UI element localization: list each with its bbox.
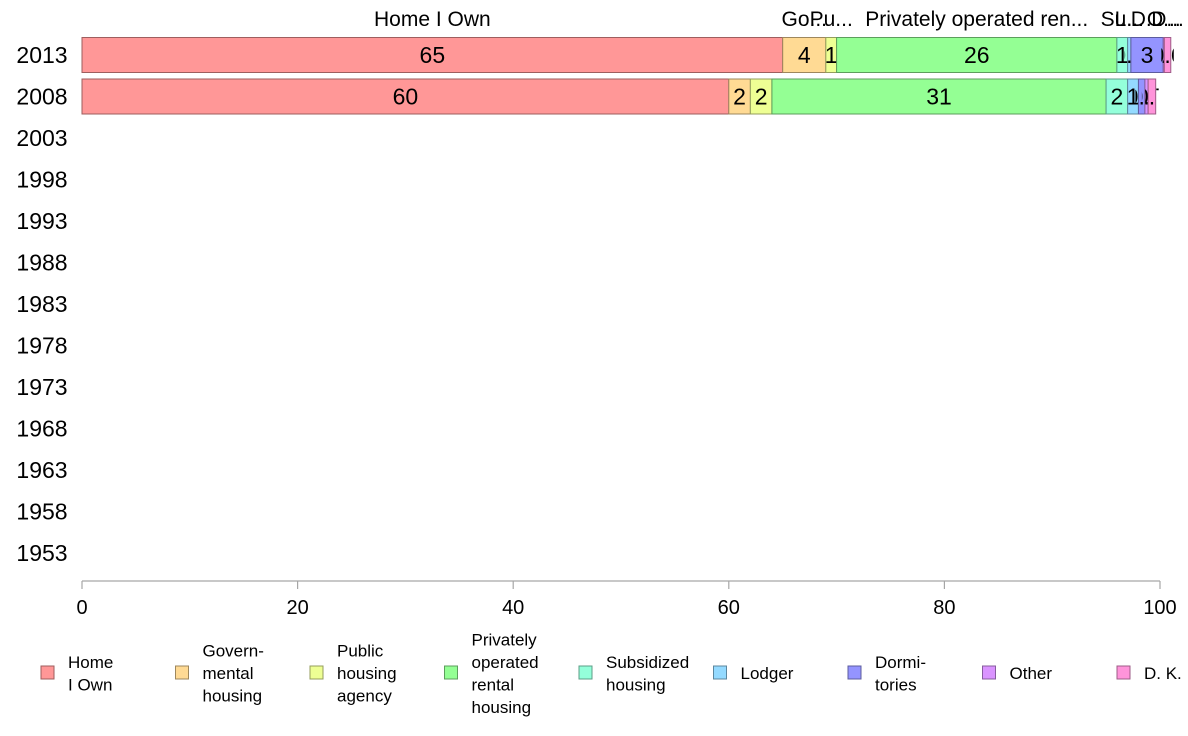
value-label: 2 <box>1110 84 1123 110</box>
x-tick-label: 40 <box>502 597 524 619</box>
segment-header-home: Home I Own <box>374 8 491 31</box>
year-label: 1988 <box>16 250 67 276</box>
legend-label: Home <box>68 653 113 672</box>
legend: Home I Own Govern-mental housing Public hous… <box>40 630 1182 717</box>
bar-segment-dk-2008 <box>1147 78 1157 115</box>
year-label: 1998 <box>16 167 67 193</box>
legend-item-oth: Other <box>982 664 1053 683</box>
legend-label: Privately <box>472 630 538 649</box>
segment-header-dor: D... <box>1131 8 1164 31</box>
x-tick-label: 60 <box>718 597 740 619</box>
legend-item-sub: Subsidized housing <box>578 653 689 694</box>
legend-swatch <box>847 665 862 680</box>
bar-segment-gov-2013 <box>782 37 827 73</box>
legend-label: housing <box>203 687 263 706</box>
legend-item-pub: Public housing agency <box>309 642 397 706</box>
value-label: 1 <box>1116 42 1129 68</box>
value-label: 60 <box>393 84 419 110</box>
legend-swatch <box>713 665 727 680</box>
bar-segment-dk-2013 <box>1163 37 1172 73</box>
legend-swatch <box>1116 665 1131 680</box>
legend-label: Subsidized <box>606 653 689 672</box>
year-label: 1978 <box>16 333 67 359</box>
year-label: 2013 <box>16 42 67 68</box>
segment-header-lod: L... <box>1115 8 1144 31</box>
year-label: 1983 <box>16 291 67 317</box>
year-label: 2003 <box>16 125 67 151</box>
value-label: 65 <box>420 42 446 68</box>
legend-label: Lodger <box>741 664 794 683</box>
bar-segment-priv-2008 <box>771 78 1107 115</box>
year-label: 1993 <box>16 208 67 234</box>
value-label: 4 <box>798 42 811 68</box>
legend-label: I Own <box>68 675 112 694</box>
segment-header-gov: Go... <box>781 8 827 31</box>
segment-header-dk: D... <box>1151 8 1184 31</box>
year-labels: 2013 2008 2003 1998 1993 1988 1983 1978 1973 1968… <box>16 42 67 566</box>
legend-label: mental <box>203 664 254 683</box>
legend-label: housing <box>472 698 532 717</box>
legend-label: Other <box>1010 664 1053 683</box>
legend-swatch <box>309 665 324 680</box>
year-label: 2008 <box>16 84 67 110</box>
x-tick-label: 100 <box>1143 597 1176 619</box>
segment-header-sub: Su... <box>1101 8 1144 31</box>
bar-segment-home-2013 <box>81 37 784 73</box>
year-label: 1968 <box>16 416 67 442</box>
segment-header-priv: Privately operated ren... <box>865 8 1088 31</box>
legend-item-home: Home I Own <box>40 653 113 694</box>
value-label: 0.3 <box>1113 42 1145 68</box>
bar-segment-priv-2013 <box>836 37 1118 73</box>
legend-label: Public <box>337 642 384 661</box>
value-label: 0.3 <box>1131 84 1163 110</box>
year-label: 1953 <box>16 540 67 566</box>
legend-label: agency <box>337 687 392 706</box>
legend-swatch <box>578 665 593 680</box>
value-label: 0.1 <box>1148 42 1180 68</box>
segment-header-pub: Pu... <box>810 8 853 31</box>
bars: 65 4 1 26 10.330.10.660 2 2 31 2 10.60.30.7 <box>81 37 1184 115</box>
legend-swatch <box>40 665 55 680</box>
legend-item-dk: D. K. <box>1116 664 1182 683</box>
year-label: 1958 <box>16 499 67 525</box>
value-label: 0.6 <box>1152 42 1184 68</box>
x-tick-label: 0 <box>76 597 87 619</box>
legend-swatch <box>175 665 189 680</box>
value-label: 2 <box>755 84 768 110</box>
value-label: 2 <box>733 84 746 110</box>
year-label: 1963 <box>16 457 67 483</box>
bar-segment-dor-2013 <box>1130 37 1164 73</box>
legend-item-dor: Dormi-tories <box>847 653 926 694</box>
value-label: 1 <box>1127 84 1140 110</box>
legend-label: housing <box>337 664 397 683</box>
bar-segment-home-2008 <box>81 78 730 115</box>
legend-label: D. K. <box>1144 664 1182 683</box>
value-label: 26 <box>964 42 990 68</box>
legend-label: tories <box>875 675 917 694</box>
legend-label: housing <box>606 675 666 694</box>
legend-label: operated <box>472 653 539 672</box>
x-axis: 0 20 40 60 80 100 <box>76 580 1177 619</box>
value-label: 0.7 <box>1136 84 1168 110</box>
value-label: 3 <box>1141 42 1154 68</box>
year-label: 1973 <box>16 374 67 400</box>
legend-label: Govern- <box>203 642 264 661</box>
x-tick-label: 20 <box>286 597 308 619</box>
legend-swatch <box>982 665 996 680</box>
legend-item-gov: Govern-mental housing <box>175 642 264 706</box>
segment-header-oth: O... <box>1147 8 1181 31</box>
legend-label: rental <box>472 675 515 694</box>
value-label: 1 <box>825 42 838 68</box>
legend-swatch <box>444 665 458 680</box>
segment-header-labels: Home I Own Go...Pu... Privately operated r… <box>374 8 1184 31</box>
legend-label: Dormi- <box>875 653 926 672</box>
x-tick-label: 80 <box>933 597 955 619</box>
legend-item-lod: Lodger <box>713 664 794 683</box>
legend-item-priv: Privately operated rental housing <box>444 630 539 717</box>
value-label: 31 <box>926 84 952 110</box>
